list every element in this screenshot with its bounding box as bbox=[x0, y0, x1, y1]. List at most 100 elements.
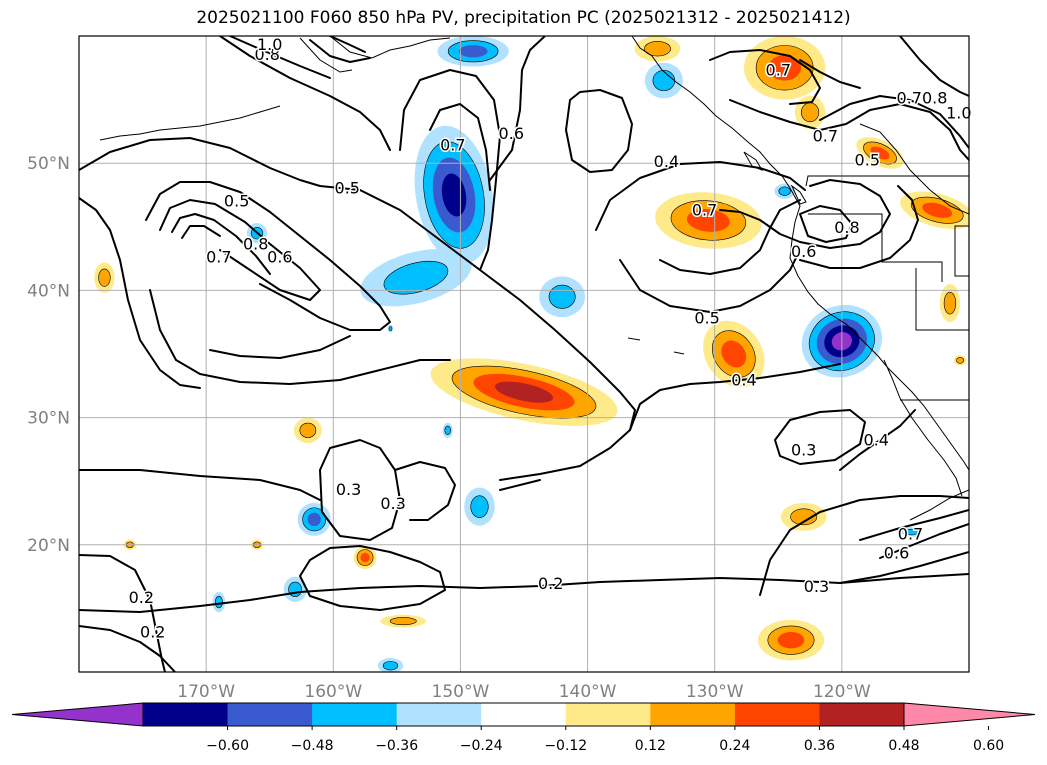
pv-contour bbox=[819, 95, 969, 149]
pv-contour bbox=[499, 479, 541, 491]
coastline bbox=[909, 489, 969, 521]
pv-contour bbox=[229, 36, 331, 79]
longitude-label: 130°W bbox=[686, 682, 744, 702]
contour-label: 0.3 bbox=[791, 441, 816, 460]
coastline bbox=[329, 36, 451, 59]
precip-level bbox=[548, 284, 576, 309]
contour-label: 0.7 bbox=[440, 135, 465, 154]
coastline bbox=[99, 105, 281, 141]
colorbar-bin bbox=[819, 703, 905, 726]
contour-label: 0.7 bbox=[766, 60, 791, 79]
longitude-label: 160°W bbox=[304, 682, 362, 702]
colorbar-bin bbox=[565, 703, 651, 726]
precip-area bbox=[212, 591, 226, 613]
colorbar-tick-label: 0.12 bbox=[635, 738, 666, 754]
contour-label: 0.7 bbox=[692, 200, 717, 219]
contour-label: 0.8 bbox=[834, 218, 859, 237]
pv-contour bbox=[209, 335, 351, 359]
precip-area bbox=[387, 324, 394, 333]
precip-area bbox=[377, 658, 404, 672]
pv-contour bbox=[774, 409, 866, 465]
pv-contour bbox=[171, 213, 271, 275]
pv-contour bbox=[709, 49, 821, 105]
latitude-label: 50°N bbox=[27, 154, 70, 174]
latitude-labels: 20°N 30°N 40°N 50°N bbox=[27, 154, 70, 556]
precip-area bbox=[360, 248, 472, 307]
coastline bbox=[883, 359, 963, 497]
precip-level bbox=[98, 268, 111, 287]
latitude-label: 20°N bbox=[27, 536, 70, 556]
pv-contour bbox=[159, 199, 321, 301]
contour-label: 0.3 bbox=[336, 480, 361, 499]
pv-contour bbox=[719, 179, 891, 249]
colorbar-tick-label: −0.60 bbox=[206, 738, 249, 754]
pv-contour bbox=[799, 205, 853, 243]
contour-label: 0.6 bbox=[267, 247, 292, 266]
pv-contour bbox=[619, 249, 801, 313]
pv-contour bbox=[489, 36, 546, 181]
pv-contour bbox=[145, 181, 391, 331]
precip-level bbox=[801, 102, 820, 123]
map-title: 2025021100 F060 850 hPa PV, precipitatio… bbox=[196, 8, 851, 28]
contour-label: 0.2 bbox=[538, 574, 563, 593]
coastline bbox=[631, 36, 969, 471]
precip-level bbox=[686, 209, 730, 232]
precip-level bbox=[299, 422, 317, 438]
precip-level bbox=[360, 552, 370, 563]
pv-contour bbox=[839, 409, 916, 471]
colorbar-bin bbox=[143, 703, 229, 726]
precip-level bbox=[307, 512, 321, 527]
coastline bbox=[790, 184, 807, 205]
pv-contour bbox=[799, 59, 861, 89]
precip-area bbox=[464, 487, 495, 526]
pv-contour bbox=[859, 509, 969, 541]
precip-area bbox=[442, 422, 453, 438]
pv-contour bbox=[759, 495, 969, 596]
pv-contour bbox=[79, 554, 166, 672]
colorbar-tick-label: 0.48 bbox=[888, 738, 919, 754]
coastline bbox=[859, 123, 969, 215]
pv-contour bbox=[219, 36, 391, 151]
precip-level bbox=[644, 41, 671, 57]
precip-level bbox=[905, 528, 918, 536]
colorbar-bin bbox=[312, 703, 398, 726]
precip-level bbox=[922, 202, 953, 218]
pv-contour bbox=[309, 39, 371, 63]
contour-label: 0.3 bbox=[804, 577, 829, 596]
precip-area bbox=[780, 502, 827, 531]
colorbar-bin bbox=[396, 703, 482, 726]
precip-level bbox=[389, 617, 417, 626]
precip-area bbox=[757, 619, 825, 661]
pv-contour bbox=[79, 469, 321, 501]
colorbar-tick-label: 0.36 bbox=[804, 738, 835, 754]
colorbar-tick-label: −0.36 bbox=[375, 738, 418, 754]
contour-label: 0.6 bbox=[499, 124, 524, 143]
pv-contour bbox=[329, 36, 366, 53]
precip-level bbox=[777, 631, 805, 649]
precip-area bbox=[743, 36, 826, 100]
precip-level bbox=[956, 357, 965, 364]
latitude-label: 30°N bbox=[27, 409, 70, 429]
precip-area bbox=[634, 36, 681, 62]
precip-level bbox=[768, 54, 802, 81]
contour-label: 0.6 bbox=[884, 544, 909, 563]
coastline bbox=[743, 151, 764, 172]
precip-level bbox=[652, 69, 676, 92]
pv-contour bbox=[299, 545, 446, 611]
contour-label: 0.5 bbox=[694, 308, 719, 327]
colorbar-tick-label: 0.24 bbox=[719, 738, 750, 754]
contour-label: 1.0 bbox=[257, 35, 282, 54]
longitude-label: 170°W bbox=[177, 682, 235, 702]
precip-area bbox=[293, 417, 322, 444]
precip-level bbox=[721, 340, 747, 368]
contour-label: 0.2 bbox=[140, 623, 165, 642]
pv-contour bbox=[899, 36, 969, 97]
colorbar-tick-label: −0.12 bbox=[544, 738, 587, 754]
precip-level bbox=[214, 595, 223, 609]
contour-label: 0.7 bbox=[898, 525, 923, 544]
precip-area bbox=[794, 95, 826, 129]
precip-level bbox=[470, 495, 489, 518]
precip-area bbox=[380, 614, 427, 628]
coastline bbox=[627, 337, 641, 341]
contour-label: 0.4 bbox=[863, 430, 888, 449]
